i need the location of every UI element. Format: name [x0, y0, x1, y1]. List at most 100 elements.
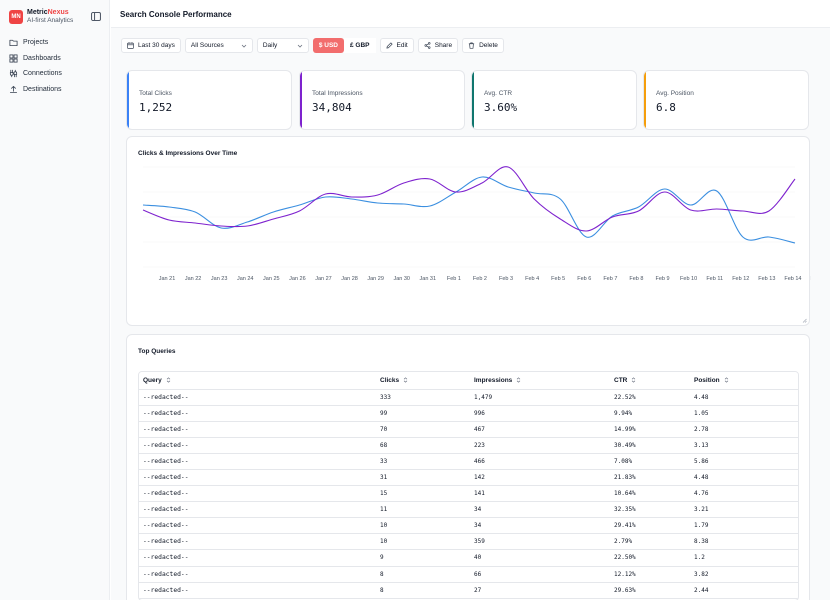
cell-impressions: 27: [470, 582, 610, 599]
table-row[interactable]: --redacted-- 8 66 12.12% 3.82: [139, 566, 798, 583]
cell-impressions: 34: [470, 517, 610, 535]
granularity-select-value: Daily: [262, 42, 278, 49]
column-header-position[interactable]: Position: [690, 372, 798, 390]
table-row[interactable]: --redacted-- 70 467 14.99% 2.78: [139, 421, 798, 438]
top-queries-table: Query Clicks Impressions CTR Position --reda…: [138, 371, 799, 600]
column-header-label: CTR: [614, 376, 628, 384]
currency-gbp-button[interactable]: £ GBP: [344, 38, 376, 53]
brand[interactable]: MN MetricNexus AI-first Analytics: [9, 9, 73, 25]
x-tick-label: Jan 27: [315, 276, 332, 282]
table-row[interactable]: --redacted-- 10 359 2.79% 8.38: [139, 533, 798, 551]
cell-ctr: 30.49%: [610, 437, 690, 454]
delete-label: Delete: [479, 42, 498, 49]
table-header-row: Query Clicks Impressions CTR Position: [139, 372, 798, 390]
x-tick-label: Jan 28: [341, 276, 358, 282]
column-header-impressions[interactable]: Impressions: [470, 372, 610, 390]
table-row[interactable]: --redacted-- 68 223 30.49% 3.13: [139, 437, 798, 454]
sidebar-item-projects[interactable]: Projects: [7, 35, 105, 51]
column-header-query[interactable]: Query: [139, 372, 376, 390]
kpi-value: 6.8: [656, 101, 676, 114]
x-tick-label: Jan 26: [289, 276, 306, 282]
table-row[interactable]: --redacted-- 9 40 22.50% 1.2: [139, 549, 798, 567]
cell-impressions: 1,479: [470, 389, 610, 406]
table-row[interactable]: --redacted-- 15 141 10.64% 4.76: [139, 485, 798, 503]
cell-impressions: 466: [470, 453, 610, 470]
cell-ctr: 29.63%: [610, 582, 690, 599]
cell-query: --redacted--: [139, 469, 376, 487]
cell-position: 3.21: [690, 501, 798, 519]
sort-icon: [632, 377, 636, 383]
table-row[interactable]: --redacted-- 99 996 9.94% 1.05: [139, 405, 798, 422]
column-header-label: Impressions: [474, 376, 513, 384]
kpi-value: 3.60%: [484, 101, 518, 114]
cell-position: 4.76: [690, 485, 798, 503]
date-range-button[interactable]: Last 30 days: [121, 38, 181, 53]
main-content: Last 30 days All Sources Daily $ USD £ G…: [111, 28, 830, 600]
column-header-clicks[interactable]: Clicks: [376, 372, 470, 390]
table-row[interactable]: --redacted-- 31 142 21.83% 4.48: [139, 469, 798, 487]
sidebar-item-dashboards[interactable]: Dashboards: [7, 51, 105, 67]
brand-name: MetricNexus: [27, 9, 73, 17]
currency-usd-button[interactable]: $ USD: [312, 38, 345, 53]
x-tick-label: Jan 21: [159, 276, 176, 282]
edit-button[interactable]: Edit: [379, 38, 414, 53]
sidebar-item-connections[interactable]: Connections: [7, 66, 105, 82]
date-range-label: Last 30 days: [138, 42, 175, 49]
cell-ctr: 10.64%: [610, 485, 690, 503]
cell-query: --redacted--: [139, 501, 376, 519]
share-icon: [424, 42, 431, 49]
table-row[interactable]: --redacted-- 8 27 29.63% 2.44: [139, 582, 798, 599]
sort-icon: [166, 377, 171, 383]
source-select[interactable]: All Sources: [184, 38, 253, 53]
cell-impressions: 34: [470, 501, 610, 519]
table-row[interactable]: --redacted-- 11 34 32.35% 3.21: [139, 501, 798, 519]
kpi-card-total-clicks: Total Clicks 1,252: [126, 70, 292, 130]
cell-clicks: 333: [376, 389, 470, 406]
resize-handle-icon[interactable]: [802, 318, 807, 323]
cell-position: 5.86: [690, 453, 798, 470]
sidebar-toggle-icon[interactable]: [91, 12, 101, 21]
brand-name-accent: Nexus: [47, 9, 69, 16]
kpi-stripe: [300, 71, 302, 129]
share-button[interactable]: Share: [417, 38, 459, 53]
cell-ctr: 29.41%: [610, 517, 690, 535]
cell-ctr: 21.83%: [610, 469, 690, 487]
cell-impressions: 40: [470, 549, 610, 567]
table-body: --redacted-- 333 1,479 22.52% 4.48 --redacted…: [139, 389, 798, 599]
kpi-value: 34,804: [312, 101, 352, 114]
x-tick-label: Jan 23: [211, 276, 228, 282]
cell-ctr: 22.52%: [610, 389, 690, 406]
sidebar-item-label: Destinations: [23, 85, 62, 93]
sidebar-item-label: Projects: [23, 39, 49, 47]
table-row[interactable]: --redacted-- 33 466 7.08% 5.86: [139, 453, 798, 470]
sort-icon: [403, 377, 408, 383]
table-row[interactable]: --redacted-- 333 1,479 22.52% 4.48: [139, 389, 798, 406]
currency-toggle: $ USD £ GBP: [312, 38, 376, 53]
column-header-label: Clicks: [380, 376, 400, 384]
sidebar: MN MetricNexus AI-first Analytics Projec…: [0, 0, 110, 600]
page-title: Search Console Performance: [120, 10, 232, 19]
cell-query: --redacted--: [139, 582, 376, 599]
x-tick-label: Jan 24: [237, 276, 254, 282]
chevron-down-icon: [241, 44, 247, 48]
granularity-select[interactable]: Daily: [256, 38, 309, 53]
delete-button[interactable]: Delete: [462, 38, 504, 53]
trash-icon: [468, 42, 475, 49]
sidebar-item-destinations[interactable]: Destinations: [7, 82, 105, 98]
table-row[interactable]: --redacted-- 10 34 29.41% 1.79: [139, 517, 798, 535]
x-tick-label: Feb 3: [499, 276, 513, 282]
chart-card: Clicks & Impressions Over Time Jan 21 Jan…: [126, 136, 811, 326]
x-tick-label: Feb 2: [473, 276, 487, 282]
folder-icon: [9, 40, 18, 47]
pencil-icon: [386, 42, 393, 49]
cell-impressions: 66: [470, 566, 610, 583]
cell-position: 4.48: [690, 389, 798, 406]
sidebar-item-label: Connections: [23, 70, 62, 78]
sort-icon: [724, 377, 728, 383]
x-tick-label: Jan 22: [185, 276, 202, 282]
column-header-ctr[interactable]: CTR: [610, 372, 690, 390]
top-queries-title: Top Queries: [138, 348, 176, 355]
x-tick-label: Feb 9: [655, 276, 669, 282]
kpi-card-avg-ctr: Avg. CTR 3.60%: [471, 70, 637, 130]
x-tick-label: Jan 30: [393, 276, 410, 282]
